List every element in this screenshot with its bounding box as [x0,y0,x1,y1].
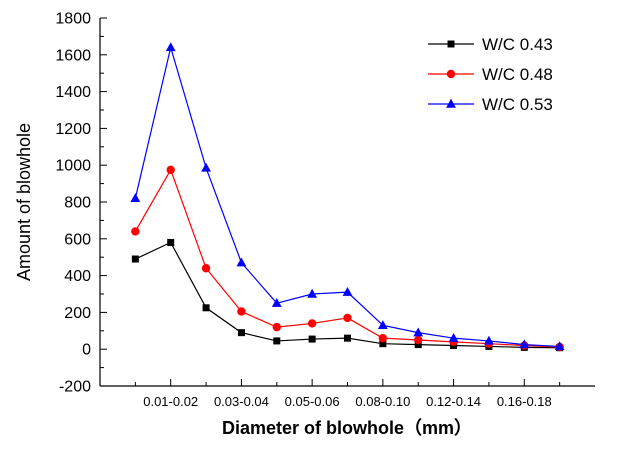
triangle-marker [236,257,247,267]
triangle-marker [519,339,530,349]
triangle-marker [342,286,353,296]
square-marker [273,337,281,345]
square-marker [344,334,351,342]
square-marker [447,40,455,48]
y-axis-title: Amount of blowhole [14,123,34,281]
triangle-marker [446,98,456,108]
y-tick-label: 1200 [55,121,91,138]
triangle-marker [377,320,388,329]
y-tick-label: 800 [64,195,91,212]
series-line [134,45,560,348]
triangle-marker [484,335,494,345]
x-tick-label: 0.08-0.10 [355,394,410,409]
legend-label: W/C 0.48 [482,65,553,84]
series-0.53 [130,42,565,351]
circle-marker [307,319,317,328]
triangle-marker [448,332,459,342]
x-tick-label: 0.03-0.04 [214,394,269,409]
legend-label: W/C 0.43 [482,35,553,54]
circle-marker [446,69,456,79]
triangle-marker [271,298,282,307]
triangle-marker [307,288,318,298]
square-marker [131,255,139,263]
legend-item: W/C 0.48 [428,65,553,84]
x-tick-label: 0.12-0.14 [426,394,481,409]
circle-marker [272,322,281,332]
square-marker [379,340,387,348]
triangle-marker [413,327,424,337]
y-tick-label: 600 [64,231,91,248]
circle-marker [378,333,388,343]
x-tick-label: 0.05-0.06 [285,394,340,409]
triangle-marker [554,341,565,351]
circle-marker [237,307,246,316]
y-tick-label: 1400 [55,84,91,101]
y-tick-label: 1600 [55,47,91,64]
x-tick-label: 0.16-0.18 [497,394,552,409]
y-tick-label: 1800 [55,11,91,28]
series-0.48 [131,165,564,352]
y-tick-label: -200 [59,379,91,396]
y-tick-label: 1000 [55,158,91,175]
square-marker [414,341,422,349]
circle-marker [343,313,352,323]
plot-area: -200 0 200 400 600 800 1000 1200 1400 1600 1800 0.0… [55,11,595,409]
legend-label: W/C 0.53 [482,95,553,114]
square-marker [202,304,210,312]
circle-marker [166,165,175,174]
square-marker [167,238,175,246]
triangle-marker [201,162,211,172]
square-marker [308,335,316,343]
x-tick-label: 0.01-0.02 [143,394,198,409]
legend-item: W/C 0.53 [428,95,553,114]
triangle-marker [130,193,141,203]
y-tick-label: 0 [82,342,91,359]
y-tick-label: 200 [64,305,91,322]
circle-marker [414,335,423,345]
circle-marker [201,264,211,273]
y-tick-label: 400 [64,268,91,285]
legend-item: W/C 0.43 [428,35,553,54]
square-marker [237,329,245,337]
triangle-marker [165,42,176,52]
x-axis-title: Diameter of blowhole（mm） [222,418,472,438]
circle-marker [131,227,140,236]
